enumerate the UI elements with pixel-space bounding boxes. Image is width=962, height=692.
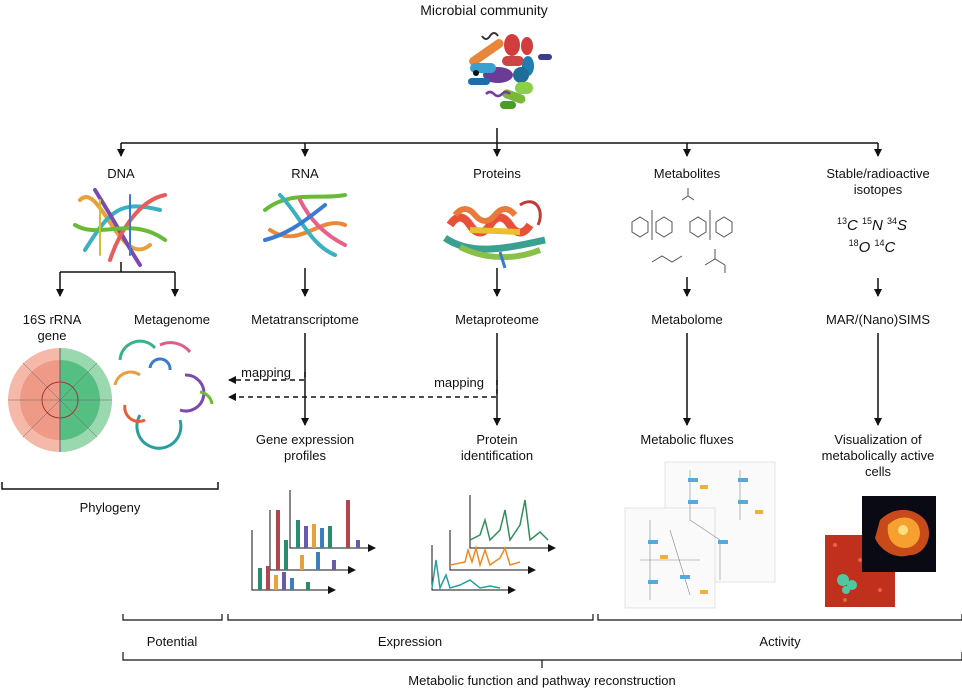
microbial-community-illustration <box>468 32 552 109</box>
label-metatranscriptome: Metatranscriptome <box>251 312 359 327</box>
bottom-brackets <box>122 614 962 668</box>
label-phylogeny: Phylogeny <box>79 500 141 515</box>
isotopes-line-1: 13C 15N 34S <box>836 216 908 234</box>
column-isotopes: Stable/radioactive isotopes <box>826 166 930 197</box>
label-protein-identification: Protein identification <box>460 432 534 463</box>
nanosims-images <box>825 496 936 607</box>
gene-expression-bars <box>258 500 360 590</box>
phylogenetic-tree <box>8 348 112 452</box>
protein-spectra <box>431 495 556 594</box>
protein-illustration <box>443 200 546 269</box>
dna-illustration <box>73 188 167 267</box>
label-visualization-active-cells: Visualization of metabolically active ce… <box>821 432 935 479</box>
phylogeny-bracket <box>1 482 219 490</box>
metabolic-pathway-maps <box>624 461 776 609</box>
top-branch-lines <box>117 128 882 157</box>
rna-illustration <box>263 193 347 257</box>
column-metabolites: Metabolites <box>653 166 721 181</box>
column-dna: DNA <box>107 166 135 181</box>
label-mar-nanosims: MAR/(Nano)SIMS <box>825 312 931 327</box>
footer-metabolic-function: Metabolic function and pathway reconstru… <box>408 673 676 688</box>
metabolites-illustration <box>631 188 733 273</box>
column-proteins: Proteins <box>473 166 521 181</box>
column-rna: RNA <box>291 166 319 181</box>
mapping-arrows <box>228 372 498 401</box>
label-mapping-2: mapping <box>434 375 484 390</box>
bracket-activity: Activity <box>759 634 801 649</box>
bracket-expression: Expression <box>377 634 443 649</box>
label-metagenome: Metagenome <box>134 312 210 327</box>
label-metaproteome: Metaproteome <box>455 312 539 327</box>
label-metabolome: Metabolome <box>651 312 723 327</box>
bracket-potential: Potential <box>146 634 198 649</box>
label-gene-expression-profiles: Gene expression profiles <box>255 432 355 463</box>
metagenome-contigs <box>113 339 214 450</box>
label-16s-rrna-gene: 16S rRNA gene <box>22 312 82 343</box>
label-metabolic-fluxes: Metabolic fluxes <box>640 432 734 447</box>
title-microbial-community: Microbial community <box>420 2 548 18</box>
isotopes-line-2: 18O 14C <box>848 238 896 256</box>
label-mapping-1: mapping <box>241 365 291 380</box>
